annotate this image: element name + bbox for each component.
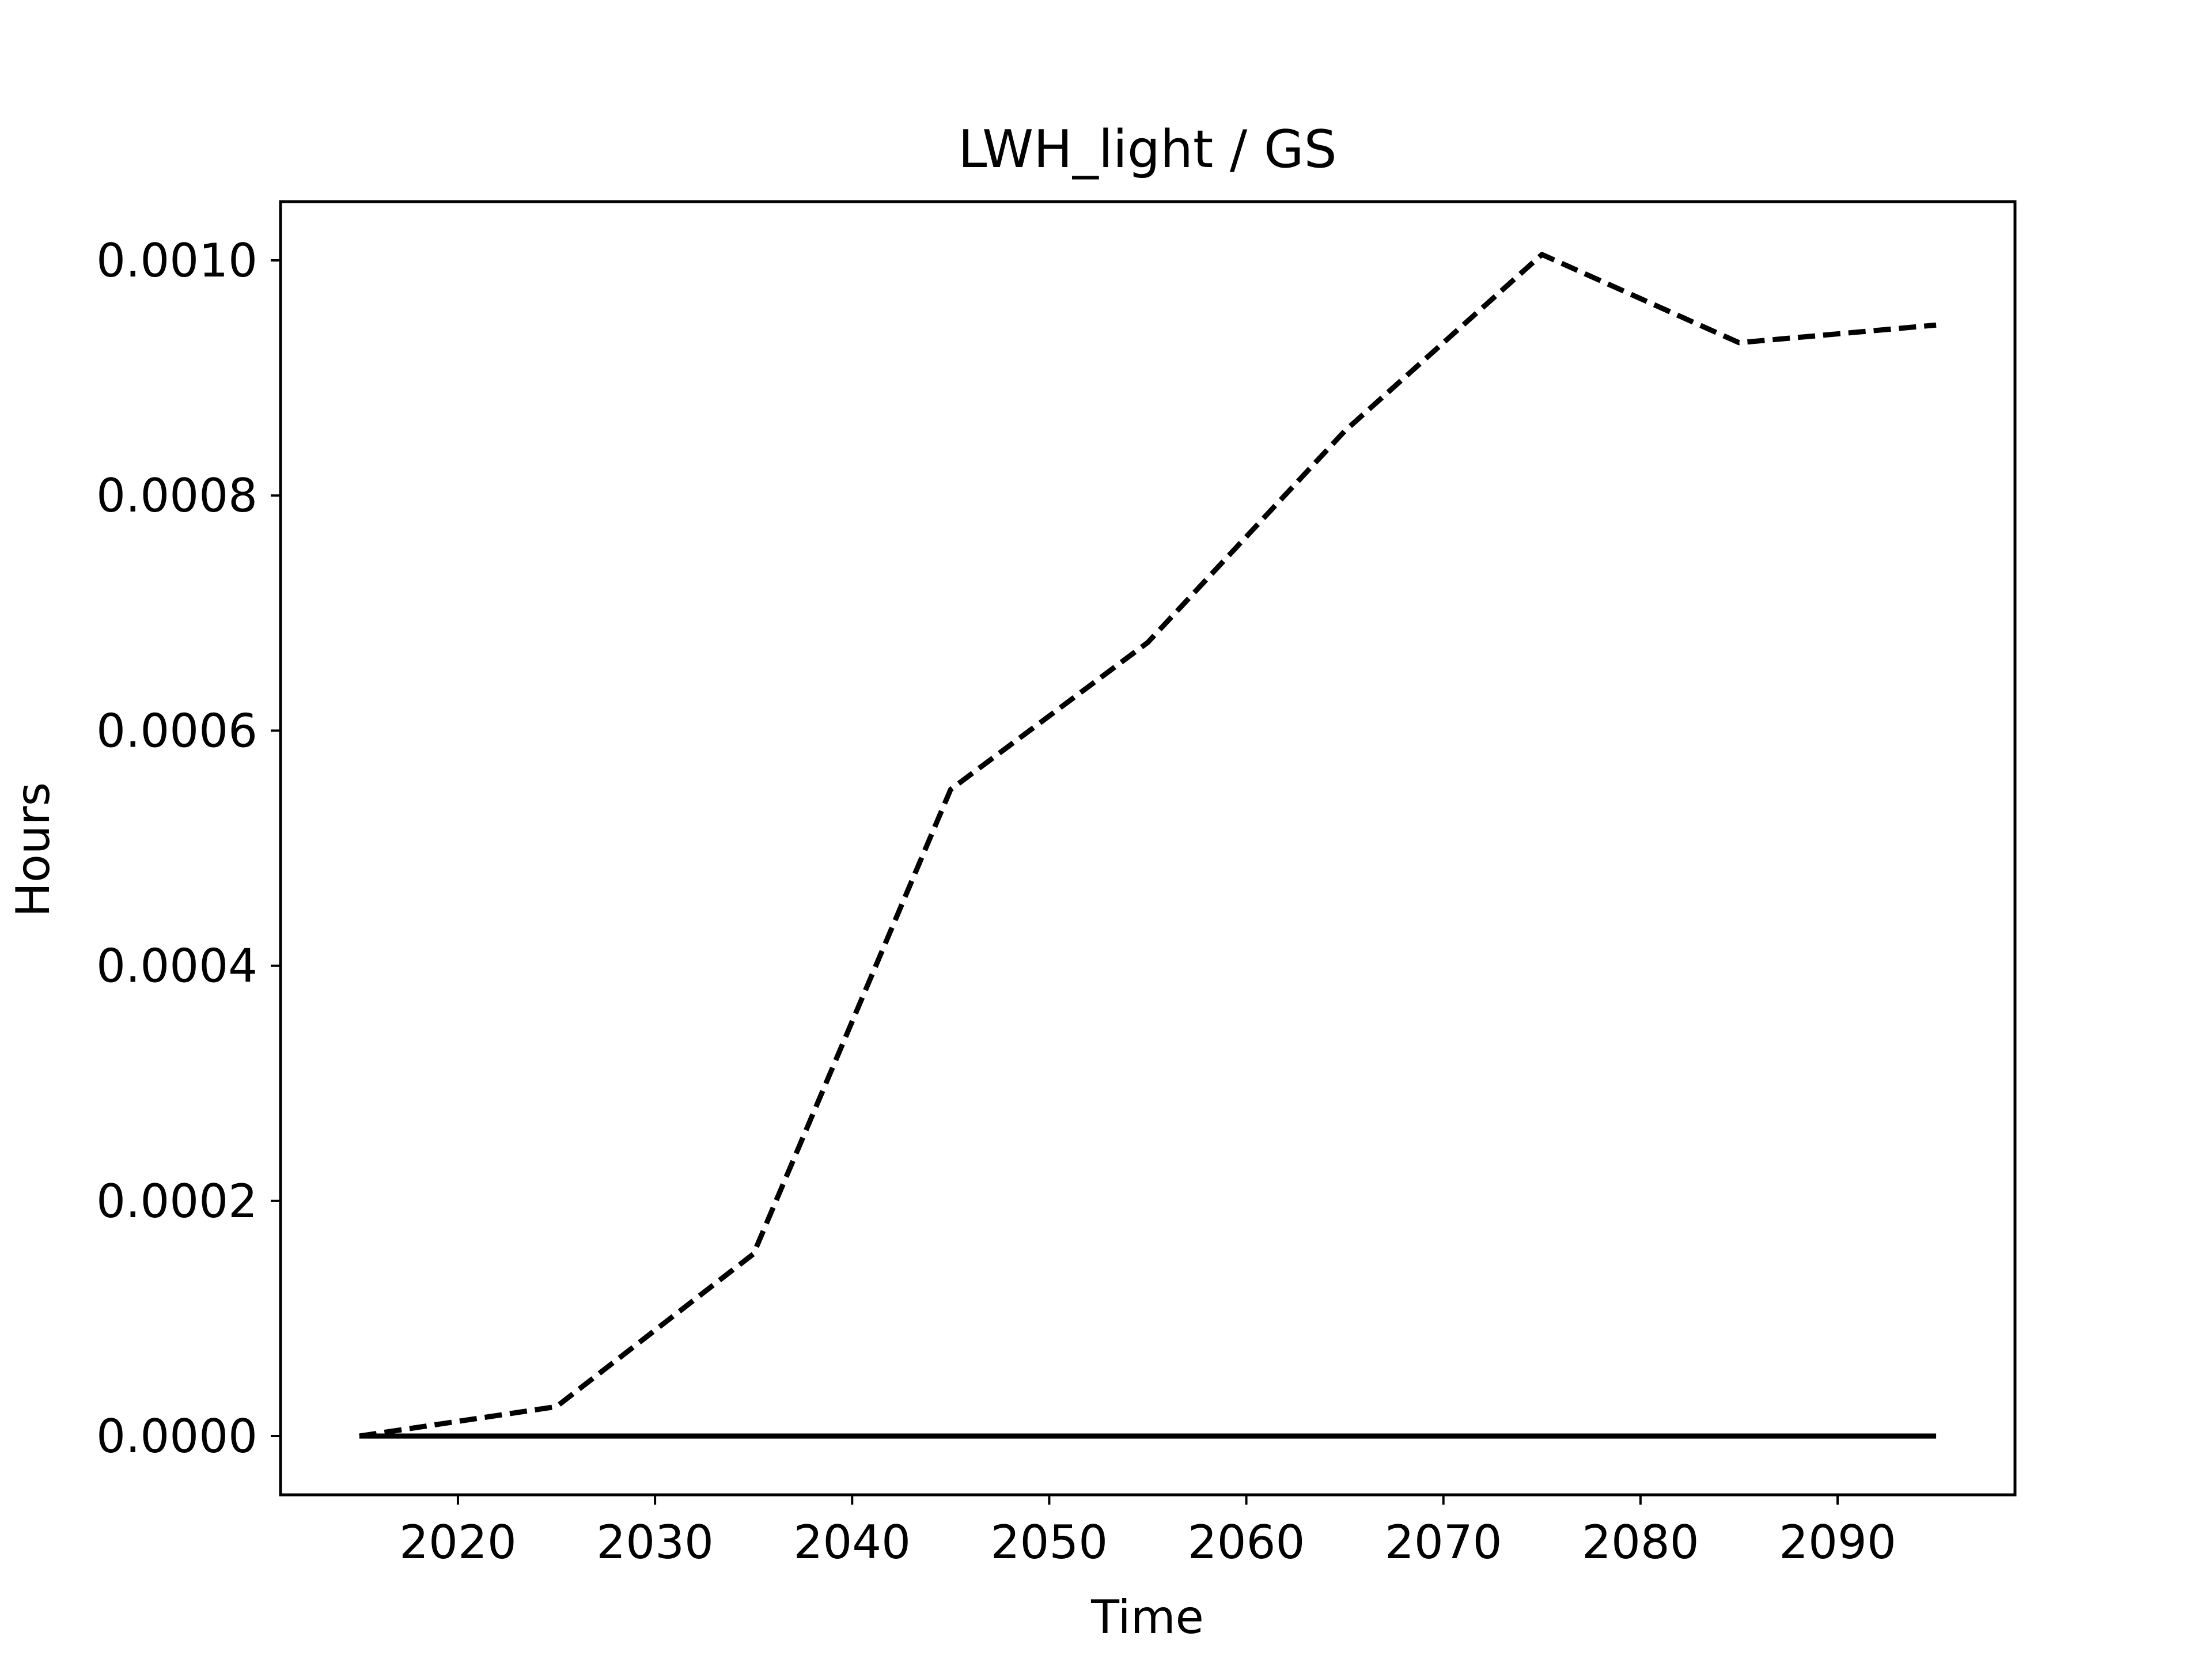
x-tick-label: 2080 <box>1582 1516 1699 1569</box>
y-tick-label: 0.0008 <box>96 469 257 522</box>
x-tick-label: 2090 <box>1779 1516 1896 1569</box>
x-tick-label: 2040 <box>793 1516 911 1569</box>
x-tick-label: 2050 <box>991 1516 1108 1569</box>
y-tick-label: 0.0000 <box>96 1410 257 1463</box>
y-tick-label: 0.0002 <box>96 1175 257 1228</box>
dashed-series-line-0 <box>359 252 1937 1439</box>
y-tick-label: 0.0006 <box>96 704 257 757</box>
y-axis-label: Hours <box>6 782 60 917</box>
axes-frame <box>279 200 2017 1497</box>
y-axis: 0.0000 0.0002 0.0004 0.0006 0.0008 0.0010 <box>96 234 281 1463</box>
x-axis: 2020 2030 2040 2050 2060 2070 2080 2090 <box>399 1495 1896 1569</box>
y-tick-label: 0.0010 <box>96 234 257 287</box>
y-tick-label: 0.0004 <box>96 940 257 993</box>
x-axis-label: Time <box>1090 1590 1204 1644</box>
chart-title: LWH_light / GS <box>958 119 1336 180</box>
x-tick-label: 2030 <box>596 1516 714 1569</box>
x-tick-label: 2070 <box>1385 1516 1502 1569</box>
plot-area <box>359 252 1937 1439</box>
x-tick-label: 2020 <box>399 1516 517 1569</box>
x-tick-label: 2060 <box>1188 1516 1305 1569</box>
